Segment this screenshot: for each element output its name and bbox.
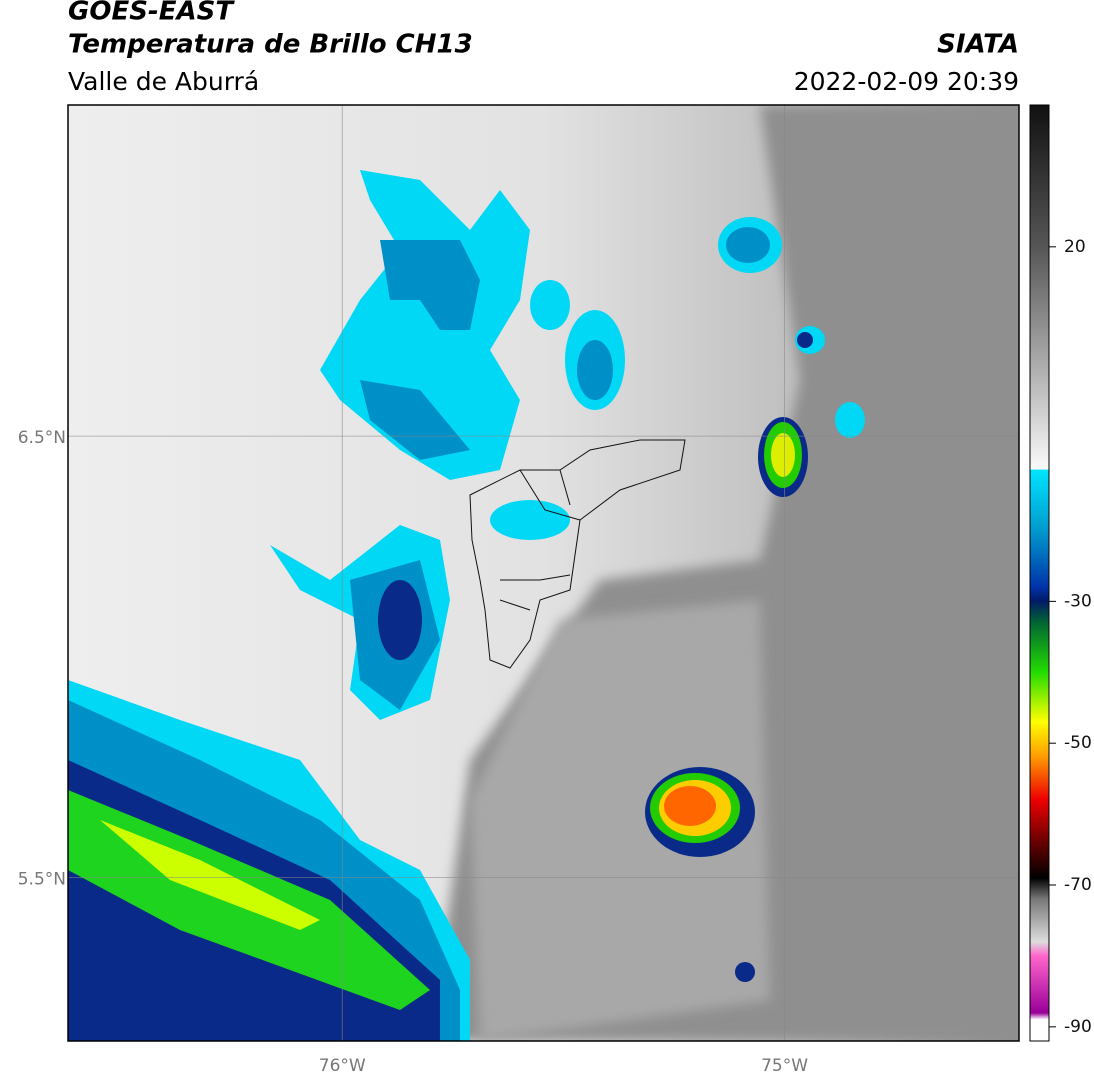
title: GOES-EAST [68,0,235,27]
region: Valle de Aburrá [68,67,259,96]
colorbar-tick-label: -50 [1064,733,1092,753]
datetime: 2022-02-09 20:39 [794,67,1019,96]
y-tick-label: 6.5°N [18,428,66,448]
x-tick-label: 75°W [761,1056,808,1076]
x-tick-label: 76°W [319,1056,366,1076]
colorbar [1029,104,1050,1042]
colorbar-tick-label: -70 [1064,875,1092,895]
map-frame [67,104,1020,1042]
colorbar-tick-label: 20 [1064,237,1086,257]
y-tick-label: 5.5°N [18,870,66,890]
colorbar-tick-label: -30 [1064,591,1092,611]
source: SIATA [937,30,1019,60]
colorbar-tick-label: -90 [1064,1017,1092,1037]
map-image [68,105,1019,1041]
subtitle: Temperatura de Brillo CH13 [68,30,473,60]
